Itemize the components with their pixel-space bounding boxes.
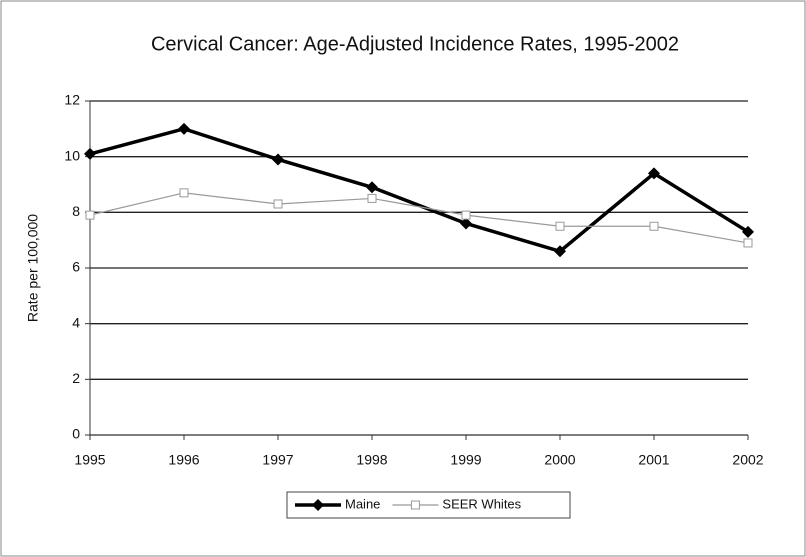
chart-title: Cervical Cancer: Age-Adjusted Incidence … bbox=[151, 33, 679, 55]
x-tick-label: 1995 bbox=[74, 452, 105, 468]
x-tick-label: 1999 bbox=[450, 452, 481, 468]
legend-marker bbox=[410, 500, 420, 510]
y-axis-label: Rate per 100,000 bbox=[25, 214, 41, 322]
x-tick-label: 1998 bbox=[356, 452, 387, 468]
x-tick-label: 2001 bbox=[638, 452, 669, 468]
legend-label: Maine bbox=[345, 496, 380, 511]
data-point bbox=[742, 225, 754, 238]
x-tick-label: 2000 bbox=[544, 452, 575, 468]
x-tick-label: 1997 bbox=[262, 452, 293, 468]
data-point bbox=[649, 221, 659, 231]
data-point bbox=[178, 122, 190, 135]
legend-marker bbox=[312, 499, 324, 511]
data-point bbox=[272, 153, 284, 166]
data-point bbox=[179, 188, 189, 198]
data-point bbox=[554, 245, 566, 258]
y-tick-label: 4 bbox=[72, 314, 80, 330]
data-point bbox=[273, 199, 283, 209]
data-point bbox=[460, 217, 472, 230]
y-tick-label: 6 bbox=[72, 259, 80, 275]
data-point bbox=[85, 210, 95, 220]
data-point bbox=[648, 167, 660, 180]
x-tick-label: 1996 bbox=[168, 452, 199, 468]
data-point bbox=[367, 193, 377, 203]
y-tick-label: 10 bbox=[64, 147, 80, 163]
data-point bbox=[366, 181, 378, 194]
y-tick-label: 0 bbox=[72, 426, 80, 442]
x-tick-label: 2002 bbox=[732, 452, 763, 468]
data-point bbox=[84, 147, 96, 160]
series-line bbox=[89, 127, 749, 254]
y-tick-label: 12 bbox=[64, 92, 80, 108]
legend-label: SEER Whites bbox=[442, 496, 521, 511]
data-point bbox=[461, 210, 471, 220]
y-tick-label: 8 bbox=[72, 203, 80, 219]
data-point bbox=[555, 221, 565, 231]
y-tick-label: 2 bbox=[72, 370, 80, 386]
series-line bbox=[89, 192, 749, 244]
data-point bbox=[743, 238, 753, 248]
